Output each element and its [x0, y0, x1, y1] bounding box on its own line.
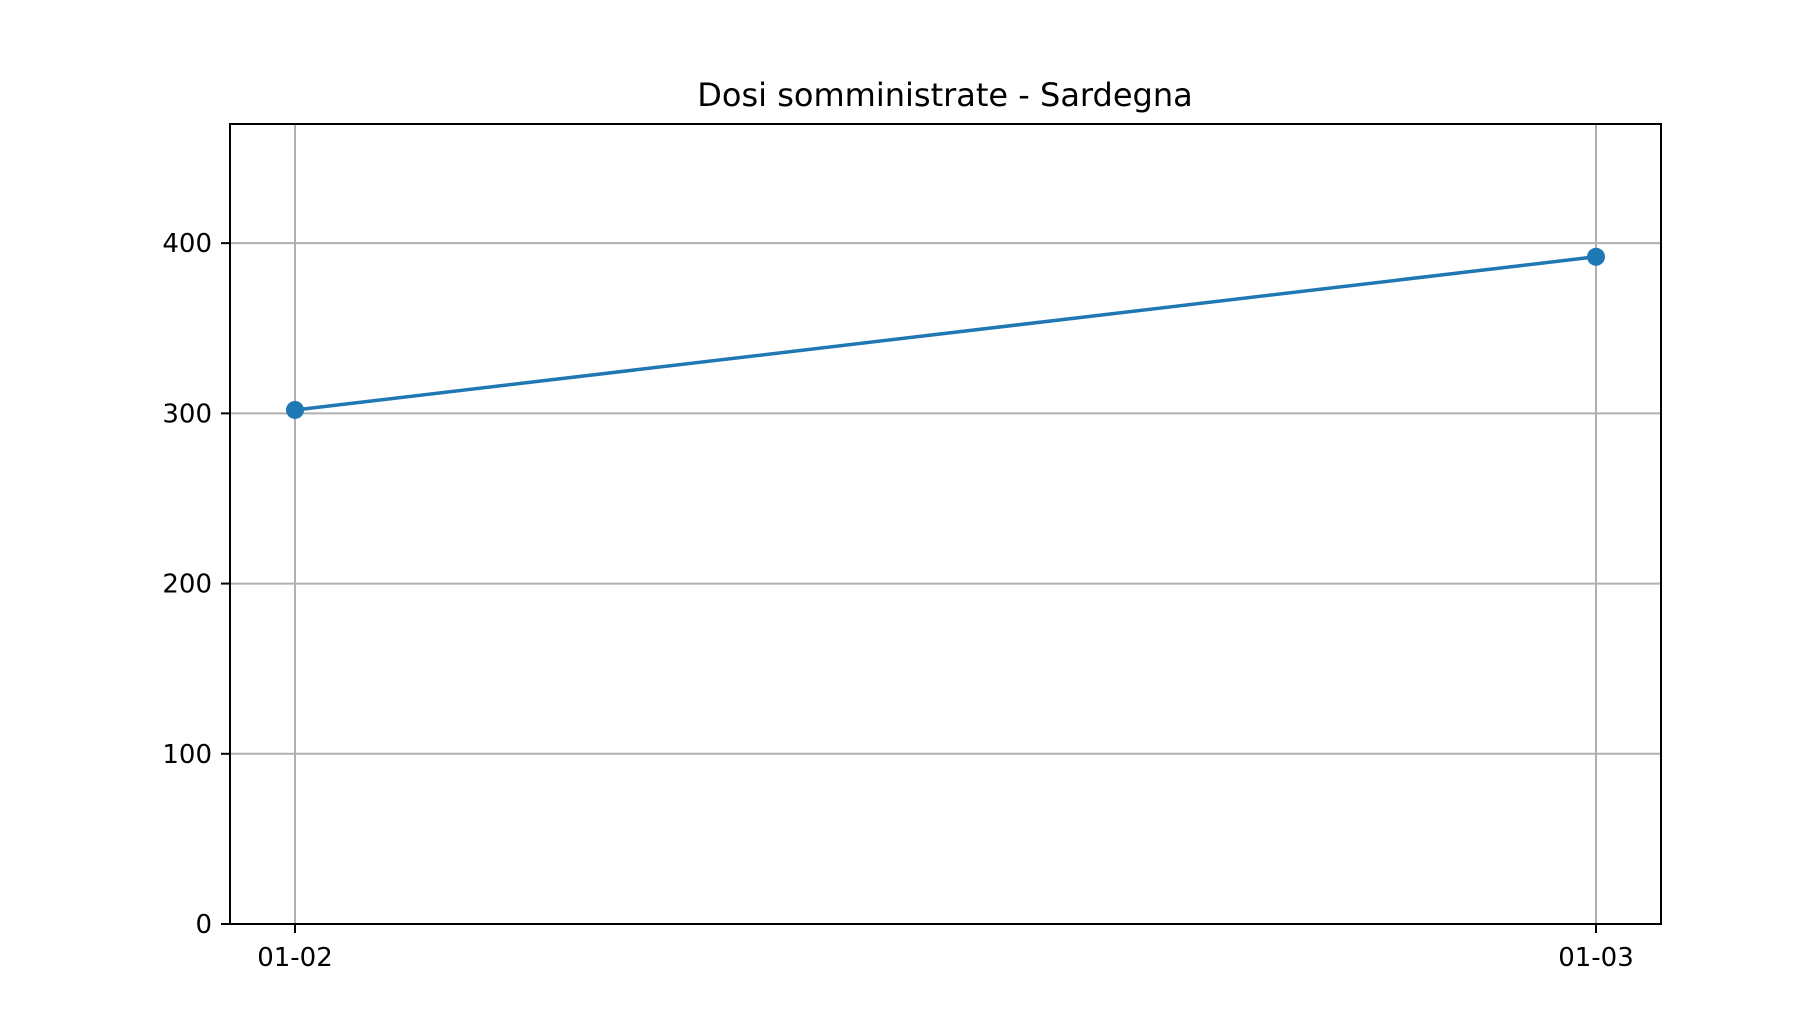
tick-layer: 0 100 200 300 400 01-02 01-03 — [162, 229, 1633, 973]
series-line — [294, 255, 1597, 412]
y-tick-label: 200 — [162, 570, 212, 600]
chart-title: Dosi somministrate - Sardegna — [697, 76, 1192, 114]
data-point — [286, 400, 304, 419]
x-tick-label: 01-03 — [1558, 943, 1634, 973]
y-tick-label: 0 — [195, 910, 212, 940]
y-tick-label: 300 — [162, 399, 212, 429]
x-tick-label: 01-02 — [257, 943, 333, 973]
y-tick-label: 400 — [162, 229, 212, 259]
plot-frame — [229, 123, 1662, 925]
series-layer — [286, 247, 1605, 419]
data-point — [1587, 247, 1605, 266]
y-tick-label: 100 — [162, 740, 212, 770]
